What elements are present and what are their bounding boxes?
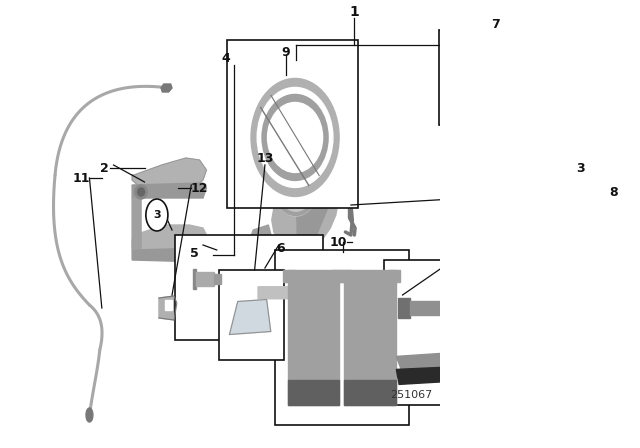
Text: 13: 13 <box>256 151 274 164</box>
Text: 9: 9 <box>281 46 290 59</box>
Polygon shape <box>132 225 207 260</box>
Bar <box>219 270 284 360</box>
Polygon shape <box>284 270 294 282</box>
Polygon shape <box>287 270 339 405</box>
Bar <box>175 235 323 340</box>
Text: 10: 10 <box>330 236 348 249</box>
Text: 12: 12 <box>191 181 208 194</box>
Polygon shape <box>332 270 344 282</box>
Ellipse shape <box>138 188 145 196</box>
Ellipse shape <box>135 185 147 199</box>
Text: 1: 1 <box>349 5 359 19</box>
Text: 5: 5 <box>189 246 198 259</box>
Ellipse shape <box>282 159 310 201</box>
Polygon shape <box>303 290 314 296</box>
Polygon shape <box>410 301 447 315</box>
Text: 2: 2 <box>100 161 109 175</box>
Text: 11: 11 <box>72 172 90 185</box>
Circle shape <box>146 199 168 231</box>
Polygon shape <box>484 73 492 82</box>
Polygon shape <box>258 287 305 299</box>
Ellipse shape <box>271 144 321 216</box>
Text: 3: 3 <box>153 210 161 220</box>
Polygon shape <box>193 269 196 289</box>
Ellipse shape <box>284 163 308 198</box>
Polygon shape <box>296 152 337 245</box>
Polygon shape <box>397 298 410 318</box>
Bar <box>439 30 513 125</box>
Polygon shape <box>182 243 207 265</box>
Text: 7: 7 <box>491 17 500 30</box>
Polygon shape <box>396 353 467 370</box>
Polygon shape <box>496 68 506 87</box>
Polygon shape <box>458 72 484 83</box>
Polygon shape <box>246 108 265 132</box>
Polygon shape <box>159 296 177 320</box>
Polygon shape <box>344 270 396 405</box>
Text: 6: 6 <box>276 241 285 254</box>
Bar <box>275 250 410 425</box>
Ellipse shape <box>268 103 323 172</box>
Polygon shape <box>451 68 458 87</box>
Polygon shape <box>249 225 272 255</box>
Polygon shape <box>388 270 400 282</box>
Polygon shape <box>287 380 339 405</box>
Ellipse shape <box>251 78 339 196</box>
Polygon shape <box>161 84 172 92</box>
Ellipse shape <box>262 95 328 181</box>
Text: 3: 3 <box>576 161 584 175</box>
Polygon shape <box>132 158 207 192</box>
Polygon shape <box>165 300 172 310</box>
Polygon shape <box>340 270 351 282</box>
Ellipse shape <box>257 87 333 187</box>
Text: 251067: 251067 <box>390 390 433 400</box>
Text: 4: 4 <box>221 52 230 65</box>
Polygon shape <box>175 238 208 268</box>
Polygon shape <box>132 198 141 250</box>
Polygon shape <box>132 183 207 198</box>
Polygon shape <box>396 366 467 384</box>
Polygon shape <box>132 248 207 262</box>
Polygon shape <box>344 380 396 405</box>
Polygon shape <box>447 304 463 312</box>
Bar <box>227 40 358 208</box>
Polygon shape <box>246 108 339 248</box>
Bar <box>384 260 484 405</box>
Polygon shape <box>214 274 221 284</box>
Polygon shape <box>262 102 317 118</box>
Polygon shape <box>196 272 214 286</box>
Text: 8: 8 <box>609 185 618 198</box>
Ellipse shape <box>86 408 93 422</box>
Polygon shape <box>230 300 271 335</box>
